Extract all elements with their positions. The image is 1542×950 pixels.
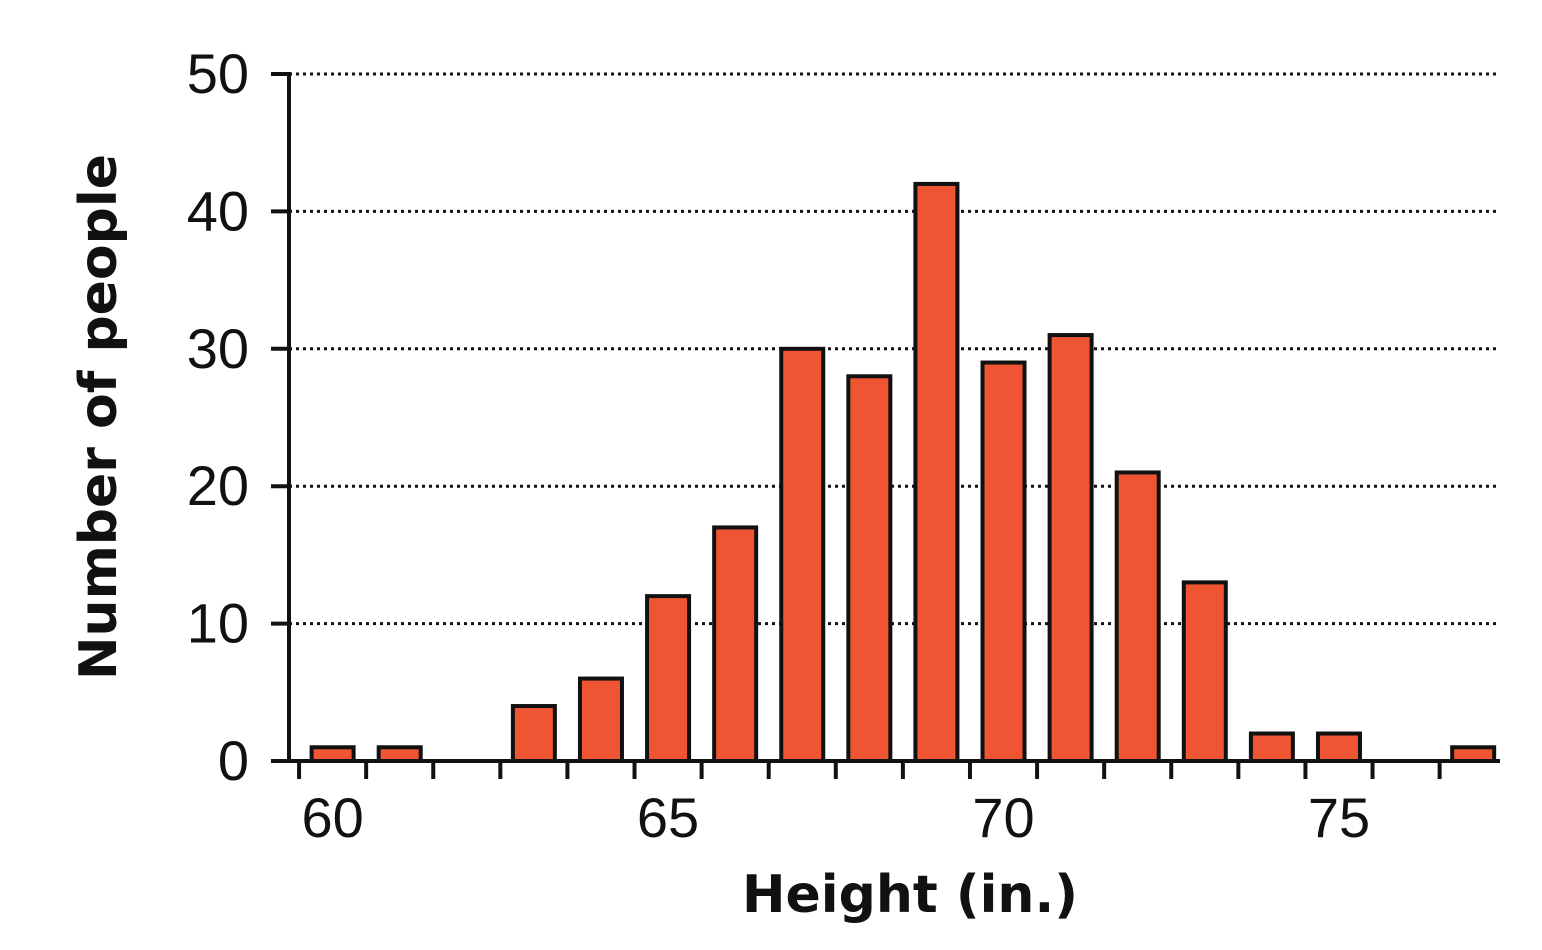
- bar-64: [577, 676, 624, 763]
- bar-69: [913, 181, 960, 764]
- y-tick-label-40: 40: [187, 179, 249, 242]
- bar-75: [1315, 731, 1362, 764]
- label-layer: 0 10 20 30 40 50 60 65 70 75: [187, 42, 1370, 849]
- x-axis-title: Height (in.): [742, 865, 1078, 925]
- y-tick-label-20: 20: [187, 454, 249, 517]
- bar-66: [712, 525, 759, 763]
- bar-77: [1450, 745, 1497, 764]
- bar-63: [510, 704, 557, 763]
- grid-layer: [289, 72, 1500, 626]
- x-tick-label-60: 60: [301, 786, 363, 849]
- y-tick-label-50: 50: [187, 42, 249, 105]
- x-tick-label-70: 70: [972, 786, 1034, 849]
- y-tick-label-10: 10: [187, 592, 249, 655]
- bar-65: [645, 594, 692, 763]
- axis-layer: [271, 72, 1500, 779]
- bar-70: [980, 360, 1027, 763]
- y-axis-title: Number of people: [69, 154, 129, 680]
- bar-74: [1248, 731, 1295, 764]
- bar-71: [1047, 333, 1094, 763]
- bar-layer: [309, 181, 1497, 764]
- bar-68: [846, 374, 893, 763]
- x-tick-label-75: 75: [1308, 786, 1370, 849]
- y-tick-label-0: 0: [218, 729, 249, 792]
- bar-60: [309, 745, 356, 764]
- bar-72: [1114, 470, 1161, 763]
- x-tick-label-65: 65: [637, 786, 699, 849]
- bar-73: [1181, 580, 1228, 763]
- y-tick-label-30: 30: [187, 317, 249, 380]
- bar-61: [376, 745, 423, 764]
- bar-67: [779, 346, 826, 763]
